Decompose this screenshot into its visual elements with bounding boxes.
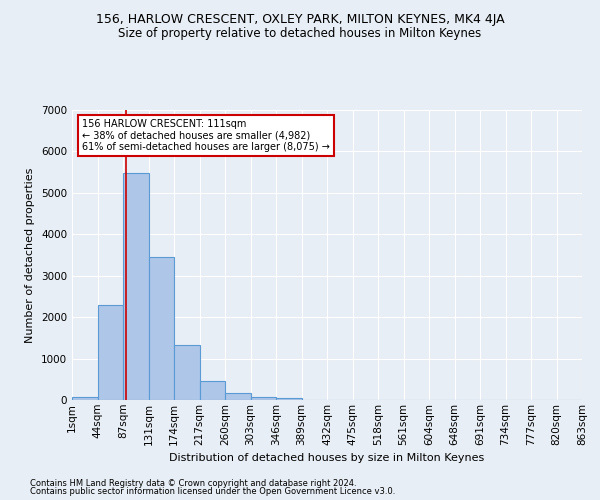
Bar xyxy=(174,346,199,400)
Text: Contains HM Land Registry data © Crown copyright and database right 2024.: Contains HM Land Registry data © Crown c… xyxy=(30,478,356,488)
Bar xyxy=(225,394,251,400)
Y-axis label: Number of detached properties: Number of detached properties xyxy=(25,168,35,342)
Bar xyxy=(97,304,123,400)
X-axis label: Distribution of detached houses by size in Milton Keynes: Distribution of detached houses by size … xyxy=(169,453,485,463)
Text: 156, HARLOW CRESCENT, OXLEY PARK, MILTON KEYNES, MK4 4JA: 156, HARLOW CRESCENT, OXLEY PARK, MILTON… xyxy=(95,12,505,26)
Bar xyxy=(72,397,97,400)
Bar xyxy=(276,398,302,400)
Bar xyxy=(123,173,149,400)
Bar xyxy=(251,396,276,400)
Bar xyxy=(199,380,225,400)
Text: Size of property relative to detached houses in Milton Keynes: Size of property relative to detached ho… xyxy=(118,28,482,40)
Text: Contains public sector information licensed under the Open Government Licence v3: Contains public sector information licen… xyxy=(30,487,395,496)
Bar xyxy=(149,257,174,400)
Text: 156 HARLOW CRESCENT: 111sqm
← 38% of detached houses are smaller (4,982)
61% of : 156 HARLOW CRESCENT: 111sqm ← 38% of det… xyxy=(82,118,330,152)
